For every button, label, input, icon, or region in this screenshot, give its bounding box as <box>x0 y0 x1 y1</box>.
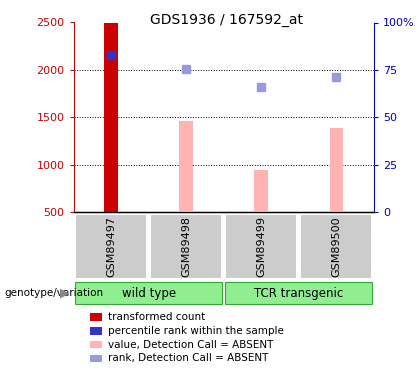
Text: GSM89499: GSM89499 <box>256 216 266 277</box>
Text: genotype/variation: genotype/variation <box>4 288 103 298</box>
Text: GSM89497: GSM89497 <box>106 216 116 277</box>
Text: GSM89498: GSM89498 <box>181 216 191 277</box>
Bar <box>225 214 297 279</box>
Text: value, Detection Call = ABSENT: value, Detection Call = ABSENT <box>108 340 274 350</box>
Bar <box>330 128 343 212</box>
Bar <box>255 170 268 212</box>
Bar <box>75 214 147 279</box>
Text: wild type: wild type <box>121 287 176 300</box>
Bar <box>104 22 118 212</box>
Bar <box>179 121 193 212</box>
Text: rank, Detection Call = ABSENT: rank, Detection Call = ABSENT <box>108 354 269 363</box>
Bar <box>75 282 222 304</box>
Text: GSM89500: GSM89500 <box>331 216 341 277</box>
Text: transformed count: transformed count <box>108 312 206 322</box>
Bar <box>225 282 372 304</box>
Bar <box>150 214 222 279</box>
Text: percentile rank within the sample: percentile rank within the sample <box>108 326 284 336</box>
Bar <box>300 214 372 279</box>
Text: TCR transgenic: TCR transgenic <box>254 287 344 300</box>
Text: ▶: ▶ <box>60 287 69 300</box>
Text: GDS1936 / 167592_at: GDS1936 / 167592_at <box>150 13 303 27</box>
